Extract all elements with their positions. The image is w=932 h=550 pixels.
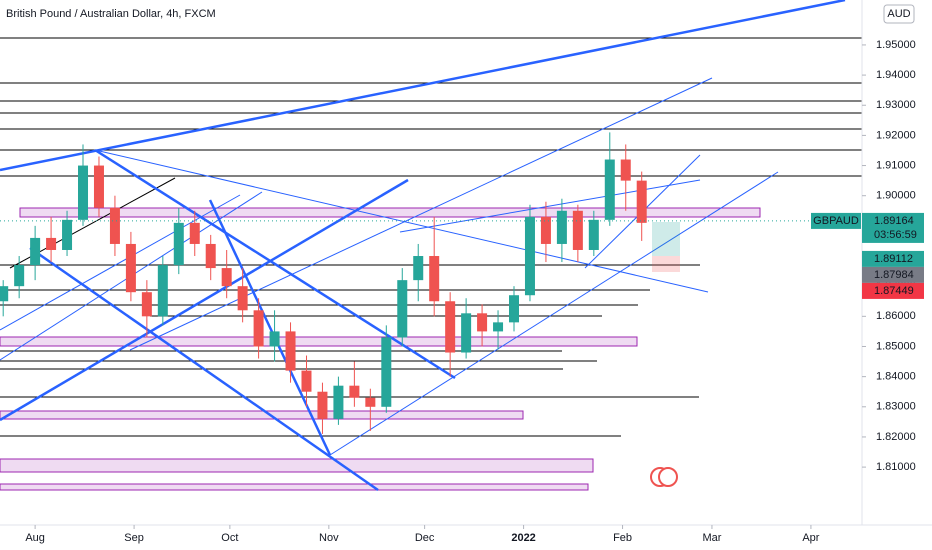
target-zone <box>652 222 680 256</box>
candle-body <box>14 265 25 287</box>
trend-line <box>129 77 713 351</box>
candle-body <box>237 286 248 311</box>
y-tick-label: 1.83000 <box>876 401 916 413</box>
candle-body <box>620 159 631 181</box>
y-tick-label: 1.85000 <box>876 340 916 352</box>
zone <box>19 207 761 218</box>
y-tick-label: 1.92000 <box>876 129 916 141</box>
y-tick-label: 1.84000 <box>876 371 916 383</box>
candle-body <box>556 210 567 244</box>
candle-body <box>285 331 296 371</box>
candle-body <box>0 286 9 302</box>
symbol-label: GBPAUD <box>813 215 859 227</box>
y-tick-label: 1.93000 <box>876 99 916 111</box>
y-tick-label: 1.86000 <box>876 310 916 322</box>
candle-body <box>493 322 504 332</box>
currency-badge[interactable] <box>883 4 915 24</box>
currency-label: AUD <box>887 8 910 20</box>
trend-line <box>0 194 241 331</box>
trend-line <box>29 246 379 492</box>
candle-body <box>46 237 57 250</box>
x-tick-label: Mar <box>702 532 721 544</box>
candle-body <box>301 370 312 392</box>
last-price-label: 1.89164 <box>874 215 914 227</box>
y-tick-label: 1.95000 <box>876 39 916 51</box>
candle-body <box>157 265 168 317</box>
candle-body <box>141 292 152 317</box>
candle-body <box>461 313 472 353</box>
candle-body <box>365 397 376 407</box>
y-tick-label: 1.91000 <box>876 159 916 171</box>
candle-body <box>413 256 424 281</box>
zone <box>0 483 589 491</box>
y-tick-label: 1.90000 <box>876 190 916 202</box>
drawings <box>0 0 862 492</box>
candle-body <box>269 331 280 347</box>
stop-zone <box>652 256 680 272</box>
chart-title: British Pound / Australian Dollar, 4h, F… <box>6 8 216 20</box>
candle-body <box>317 391 328 419</box>
candle-body <box>189 222 200 244</box>
y-tick-label: 1.81000 <box>876 461 916 473</box>
candle-body <box>636 180 647 223</box>
candle-body <box>333 385 344 419</box>
price-tag-label: 1.89112 <box>874 253 913 265</box>
candle-body <box>572 210 583 250</box>
x-tick-label: Apr <box>802 532 819 544</box>
candle-body <box>381 337 392 407</box>
x-tick-label: Oct <box>221 532 238 544</box>
price-tag <box>862 282 924 299</box>
y-tick-label: 1.82000 <box>876 431 916 443</box>
candle-body <box>93 165 104 208</box>
zone <box>0 458 594 473</box>
trend-line <box>0 178 409 422</box>
candle-body <box>221 268 232 287</box>
y-tick-label: 1.94000 <box>876 69 916 81</box>
price-tag <box>862 250 924 267</box>
price-tag-label: 1.87449 <box>874 285 914 297</box>
x-tick-label: Nov <box>319 532 339 544</box>
candle-body <box>253 310 264 347</box>
candle-body <box>205 243 216 269</box>
candle-body <box>588 219 599 250</box>
trend-line <box>399 179 701 233</box>
candle-body <box>30 237 41 266</box>
candle-body <box>62 219 73 250</box>
candle-body <box>109 207 120 244</box>
price-tag <box>862 212 924 243</box>
candle-body <box>173 222 184 266</box>
candle-body <box>524 216 535 296</box>
countdown-label: 03:56:59 <box>874 229 917 241</box>
candle-body <box>125 243 136 293</box>
candle-body <box>349 385 360 398</box>
trend-line <box>0 0 846 172</box>
zone <box>0 336 638 347</box>
candle-body <box>445 301 456 353</box>
trend-line <box>329 171 779 456</box>
x-tick-label: Dec <box>415 532 435 544</box>
zone <box>0 410 524 420</box>
trend-line <box>94 148 456 380</box>
trend-line <box>208 199 332 456</box>
price-tag-label: 1.87984 <box>874 269 914 281</box>
candle-body <box>429 256 440 302</box>
candle-body <box>604 159 615 220</box>
trend-line <box>94 149 709 293</box>
candle-body <box>540 216 551 244</box>
flag-icon[interactable] <box>658 467 678 487</box>
price-tag <box>862 266 924 283</box>
candle-body <box>78 165 89 220</box>
candle-body <box>509 295 520 323</box>
x-tick-label: Feb <box>613 532 632 544</box>
x-tick-label: 2022 <box>511 532 535 544</box>
candle-body <box>397 280 408 338</box>
candle-body <box>477 313 488 332</box>
x-tick-label: Aug <box>25 532 45 544</box>
x-tick-label: Sep <box>124 532 144 544</box>
symbol-tag <box>811 212 861 229</box>
